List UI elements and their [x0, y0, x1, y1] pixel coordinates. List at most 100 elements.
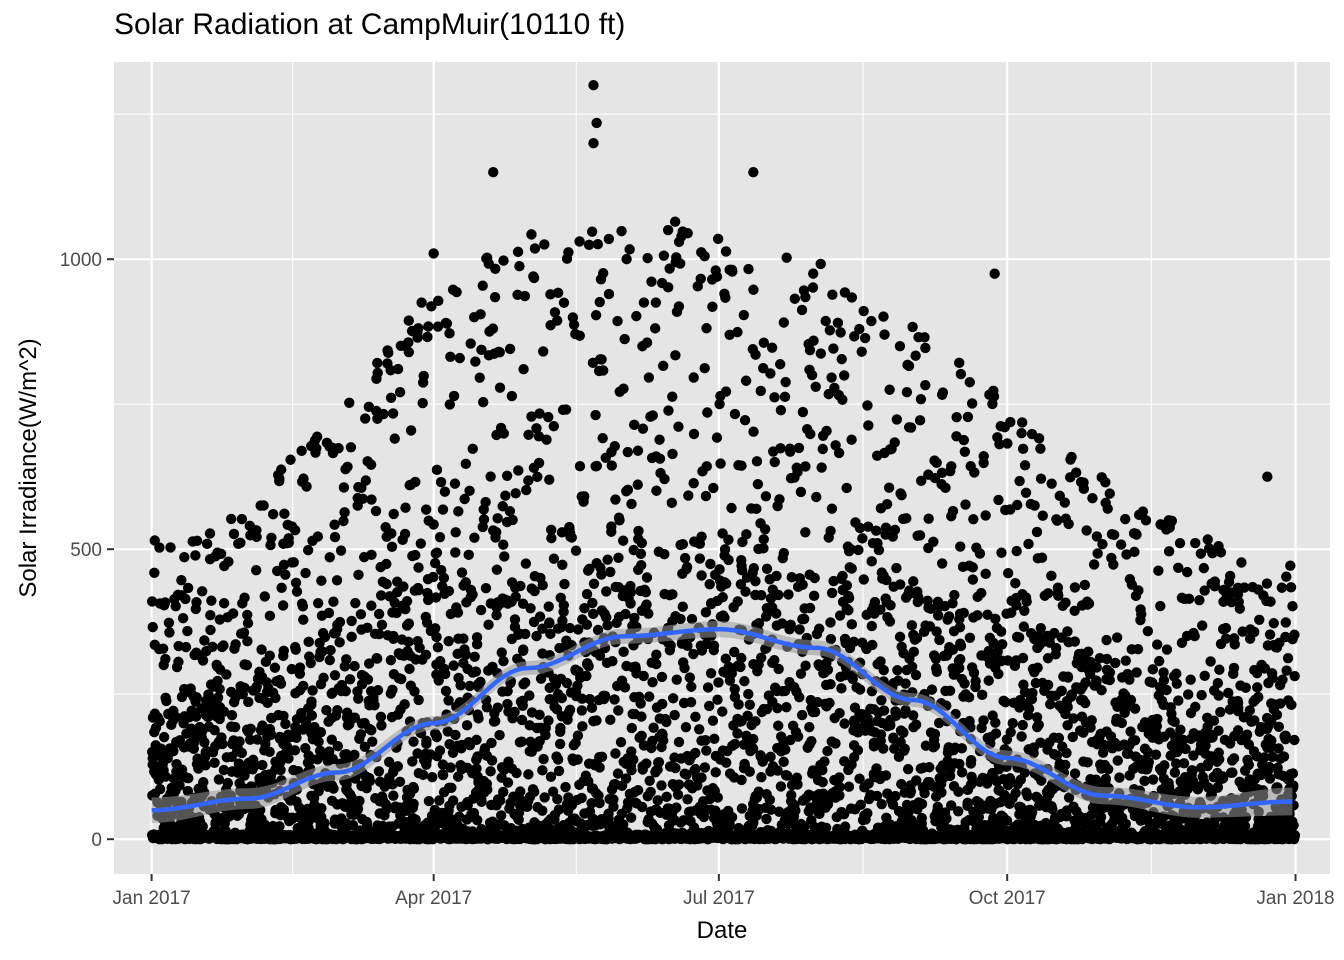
data-point	[937, 387, 949, 398]
data-point	[748, 284, 759, 295]
data-point	[182, 625, 193, 637]
data-point	[558, 606, 569, 618]
data-point	[846, 619, 858, 630]
data-point	[736, 652, 747, 664]
data-point	[586, 702, 598, 714]
data-point	[628, 754, 639, 765]
data-point	[460, 458, 472, 470]
data-point	[344, 397, 355, 409]
data-point	[429, 623, 441, 634]
data-point	[1120, 655, 1132, 666]
data-point	[553, 765, 565, 777]
data-point	[450, 729, 461, 741]
data-point	[399, 528, 411, 540]
data-point	[285, 454, 296, 465]
data-point	[610, 494, 621, 505]
data-point	[1046, 478, 1057, 489]
data-point	[615, 737, 627, 748]
data-point	[686, 681, 697, 692]
data-point	[570, 545, 582, 556]
data-point	[690, 747, 701, 759]
data-point	[626, 722, 637, 734]
data-point	[700, 607, 712, 618]
data-point	[548, 553, 560, 564]
data-point	[561, 677, 573, 689]
data-point	[531, 423, 542, 434]
data-point	[878, 311, 889, 322]
data-point	[704, 700, 715, 712]
data-point	[439, 668, 451, 680]
data-point	[558, 297, 570, 308]
data-point	[602, 620, 613, 631]
data-point	[1024, 804, 1036, 816]
data-point	[334, 637, 345, 648]
data-point	[366, 725, 377, 736]
data-point	[502, 698, 513, 710]
data-point	[661, 716, 672, 728]
data-point	[463, 549, 474, 561]
data-point	[431, 731, 442, 743]
data-point	[677, 538, 689, 550]
data-point	[894, 631, 906, 643]
data-point	[440, 685, 452, 697]
data-point	[408, 736, 419, 747]
data-point	[723, 534, 734, 545]
data-point	[551, 315, 563, 326]
data-point	[242, 617, 254, 629]
data-point	[735, 661, 746, 673]
data-point	[1070, 467, 1082, 478]
data-point	[739, 675, 750, 687]
data-point	[310, 447, 321, 458]
data-point	[648, 722, 659, 733]
data-point	[524, 690, 535, 701]
data-point	[662, 224, 674, 236]
data-point	[498, 764, 510, 775]
data-point	[581, 619, 593, 630]
data-point	[535, 673, 547, 684]
data-point	[215, 548, 227, 560]
data-point	[885, 600, 896, 611]
data-point	[312, 531, 324, 542]
data-point	[545, 771, 557, 782]
data-point	[635, 548, 647, 560]
data-point	[403, 337, 414, 348]
data-point	[362, 622, 373, 633]
data-point	[259, 591, 270, 602]
data-point	[504, 506, 516, 517]
data-point	[303, 816, 314, 827]
data-point	[450, 527, 461, 538]
data-point	[736, 460, 747, 471]
data-point	[453, 506, 464, 517]
data-point	[714, 398, 725, 410]
data-point	[500, 490, 511, 501]
data-point	[509, 614, 521, 625]
data-point	[758, 534, 769, 545]
data-point	[331, 575, 343, 586]
data-point	[841, 482, 852, 494]
data-point	[671, 802, 682, 813]
data-point	[443, 635, 454, 647]
data-point	[815, 258, 826, 270]
data-point	[657, 735, 669, 746]
data-point	[160, 653, 171, 665]
data-point	[256, 644, 267, 655]
data-point	[1056, 685, 1067, 697]
data-point	[751, 456, 763, 467]
data-point	[221, 669, 232, 680]
data-point	[507, 514, 518, 526]
data-point	[607, 656, 618, 667]
data-point	[444, 399, 456, 410]
data-point	[907, 321, 918, 333]
data-point	[386, 541, 398, 552]
data-point	[798, 285, 810, 296]
data-point	[332, 740, 343, 752]
data-point	[661, 791, 672, 802]
data-point	[1062, 626, 1073, 637]
data-point	[459, 493, 470, 505]
data-point	[501, 470, 513, 481]
data-point	[972, 610, 983, 621]
data-point	[581, 670, 592, 682]
data-point	[859, 332, 871, 344]
data-point	[1088, 559, 1100, 570]
data-point	[835, 327, 846, 338]
